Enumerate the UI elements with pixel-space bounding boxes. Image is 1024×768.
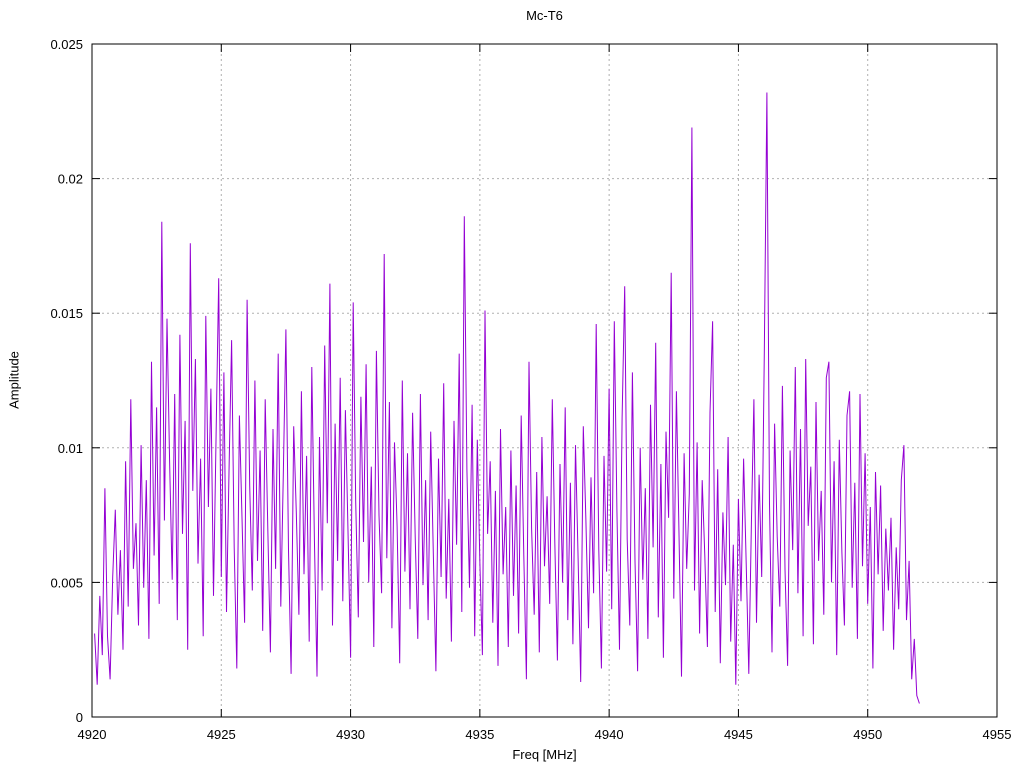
spectrum-trace bbox=[94, 92, 920, 704]
x-tick-label: 4945 bbox=[724, 727, 753, 742]
x-tick-label: 4940 bbox=[595, 727, 624, 742]
x-tick-label: 4955 bbox=[983, 727, 1012, 742]
x-tick-label: 4930 bbox=[336, 727, 365, 742]
y-tick-label: 0.02 bbox=[58, 172, 83, 187]
x-axis-label: Freq [MHz] bbox=[512, 747, 577, 762]
y-tick-label: 0.015 bbox=[50, 306, 83, 321]
y-tick-label: 0.005 bbox=[50, 575, 83, 590]
y-tick-label: 0 bbox=[76, 710, 83, 725]
plot-border bbox=[91, 43, 998, 718]
y-tick-label: 0.025 bbox=[50, 37, 83, 52]
chart-title: Mc-T6 bbox=[526, 8, 563, 23]
x-tick-label: 4925 bbox=[207, 727, 236, 742]
x-tick-label: 4935 bbox=[465, 727, 494, 742]
x-tick-label: 4920 bbox=[78, 727, 107, 742]
x-tick-label: 4950 bbox=[853, 727, 882, 742]
y-tick-label: 0.01 bbox=[58, 441, 83, 456]
